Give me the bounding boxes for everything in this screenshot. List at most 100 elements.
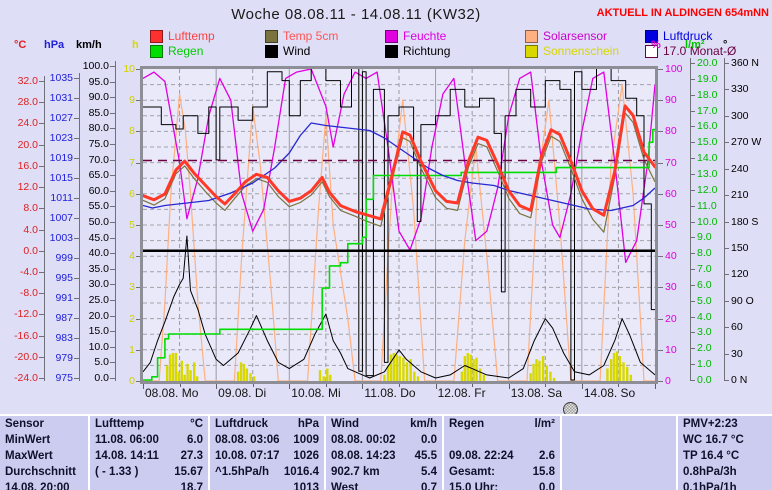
tick-kmh: 15.0 <box>88 325 109 338</box>
tickmark-deg <box>724 380 729 381</box>
cell-value: 45.5 <box>414 450 437 462</box>
legend-item-lufttemp: Lufttemp <box>150 29 215 43</box>
tick-kmh: 35.0 <box>88 262 109 275</box>
tickmark-kmh <box>110 378 115 379</box>
x-tickmark <box>399 384 400 387</box>
tick-hPa: 987 <box>55 312 73 324</box>
cell-value: 0.0 <box>539 482 555 490</box>
tickmark-tempC <box>39 271 44 273</box>
sunshine-bar <box>242 363 246 381</box>
tick-pct: 30 <box>665 281 677 294</box>
tickmark-h <box>136 318 141 320</box>
tickmark-h <box>136 162 141 164</box>
tickmark-deg <box>724 89 729 91</box>
page-title: Woche 08.08.11 - 14.08.11 (KW32) <box>231 6 481 23</box>
cell-pmv-minwert: WC 16.7 °C <box>678 432 772 448</box>
tickmark-tempC <box>39 250 44 252</box>
legend-label: Wind <box>283 44 311 58</box>
tickmark-kmh <box>110 144 115 145</box>
tickmark-h <box>136 193 141 195</box>
tickmark-deg <box>724 247 729 249</box>
tickmark-lm2 <box>690 142 695 144</box>
series-regen <box>143 128 655 381</box>
sunshine-bar <box>329 374 332 381</box>
cell-wind-maxwert: 08.08. 14:23 45.5 <box>326 448 442 464</box>
cell-text: PMV+2:23 <box>683 418 738 430</box>
tickmark-hPa <box>74 338 79 339</box>
tick-deg: 270 W <box>731 136 762 149</box>
cell-label: ^1.5hPa/h <box>215 466 270 478</box>
tickmark-kmh <box>110 128 115 130</box>
tickmark-hPa <box>74 78 79 79</box>
sunshine-bar <box>482 374 486 381</box>
legend-swatch-lufttemp <box>150 29 163 43</box>
sunshine-bar <box>460 371 464 381</box>
sunshine-bar <box>165 365 169 381</box>
cell-regen-maxwert: 09.08. 22:24 2.6 <box>444 448 560 464</box>
tickmark-lm2 <box>690 63 695 64</box>
tickmark-h <box>136 349 141 351</box>
tick-deg: 120 <box>731 268 749 281</box>
tickmark-pct <box>658 256 663 258</box>
tickmark-pct <box>658 381 663 382</box>
sunshine-bar <box>386 365 390 381</box>
tick-pct: 20 <box>665 312 677 325</box>
tick-lm2: 6.0 <box>697 278 712 291</box>
tickmark-kmh <box>110 346 115 348</box>
sunshine-bar <box>413 371 416 381</box>
sunshine-bar <box>322 376 325 381</box>
tick-pct: 90 <box>665 94 677 107</box>
sunshine-bar <box>606 368 609 381</box>
cell-label: Lufttemp <box>95 418 145 430</box>
chart-plot-area[interactable] <box>140 66 658 384</box>
sunshine-bar <box>612 352 616 381</box>
cell-spacer-maxwert <box>562 448 676 464</box>
tickmark-h <box>136 256 141 258</box>
tick-kmh: 100.0 <box>82 60 109 72</box>
cell-lufttemp-aktuell: 18.7 <box>90 480 208 490</box>
cell-label: 08.08. 00:02 <box>331 434 396 446</box>
legend-swatch-sonnenschein <box>525 44 538 58</box>
tickmark-lm2 <box>690 253 695 255</box>
tickmark-pct <box>658 349 663 351</box>
tickmark-lm2 <box>690 348 695 350</box>
sunshine-bar <box>478 368 482 381</box>
cell-sensor-durchschnitt: Durchschnitt <box>0 464 88 480</box>
cell-value: 0.0 <box>421 434 437 446</box>
x-tickmark <box>435 384 437 389</box>
tick-lm2: 18.0 <box>697 88 718 101</box>
tickmark-hPa <box>74 198 79 199</box>
cell-label: 902.7 km <box>331 466 380 478</box>
tick-tempC: 12.0 <box>17 181 38 194</box>
tickmark-lm2 <box>690 364 695 366</box>
tickmark-pct <box>658 100 663 102</box>
tick-pct: 10 <box>665 343 677 356</box>
tickmark-lm2 <box>690 316 695 318</box>
tick-kmh: 0.0 <box>94 372 109 384</box>
legend-item-luftdruck: Luftdruck <box>645 29 712 43</box>
tick-tempC: -12.0 <box>14 308 38 321</box>
cell-spacer-header <box>562 416 676 432</box>
tickmark-lm2 <box>690 237 695 239</box>
tick-deg: 30 <box>731 347 743 360</box>
tick-lm2: 14.0 <box>697 152 718 165</box>
cell-text: Sensor <box>5 418 44 430</box>
sunshine-bar <box>252 376 256 381</box>
tick-hPa: 979 <box>55 352 73 364</box>
tick-h: 10 <box>123 63 135 75</box>
tickmark-deg <box>724 195 729 197</box>
cell-label: 15.0 Uhr: <box>449 482 499 490</box>
tick-tempC: -4.0 <box>19 265 38 278</box>
tickmark-pct <box>658 318 663 320</box>
tick-tempC: 0.0 <box>23 244 38 257</box>
tick-lm2: 17.0 <box>697 104 718 117</box>
tickmark-tempC <box>39 144 44 146</box>
tick-lm2: 20.0 <box>697 57 718 69</box>
tickmark-lm2 <box>690 380 695 381</box>
tickmark-h <box>136 381 141 382</box>
tickmark-kmh <box>110 175 115 177</box>
tick-kmh: 70.0 <box>88 153 109 166</box>
cell-lufttemp-maxwert: 14.08. 14:11 27.3 <box>90 448 208 464</box>
tick-pct: 80 <box>665 125 677 138</box>
